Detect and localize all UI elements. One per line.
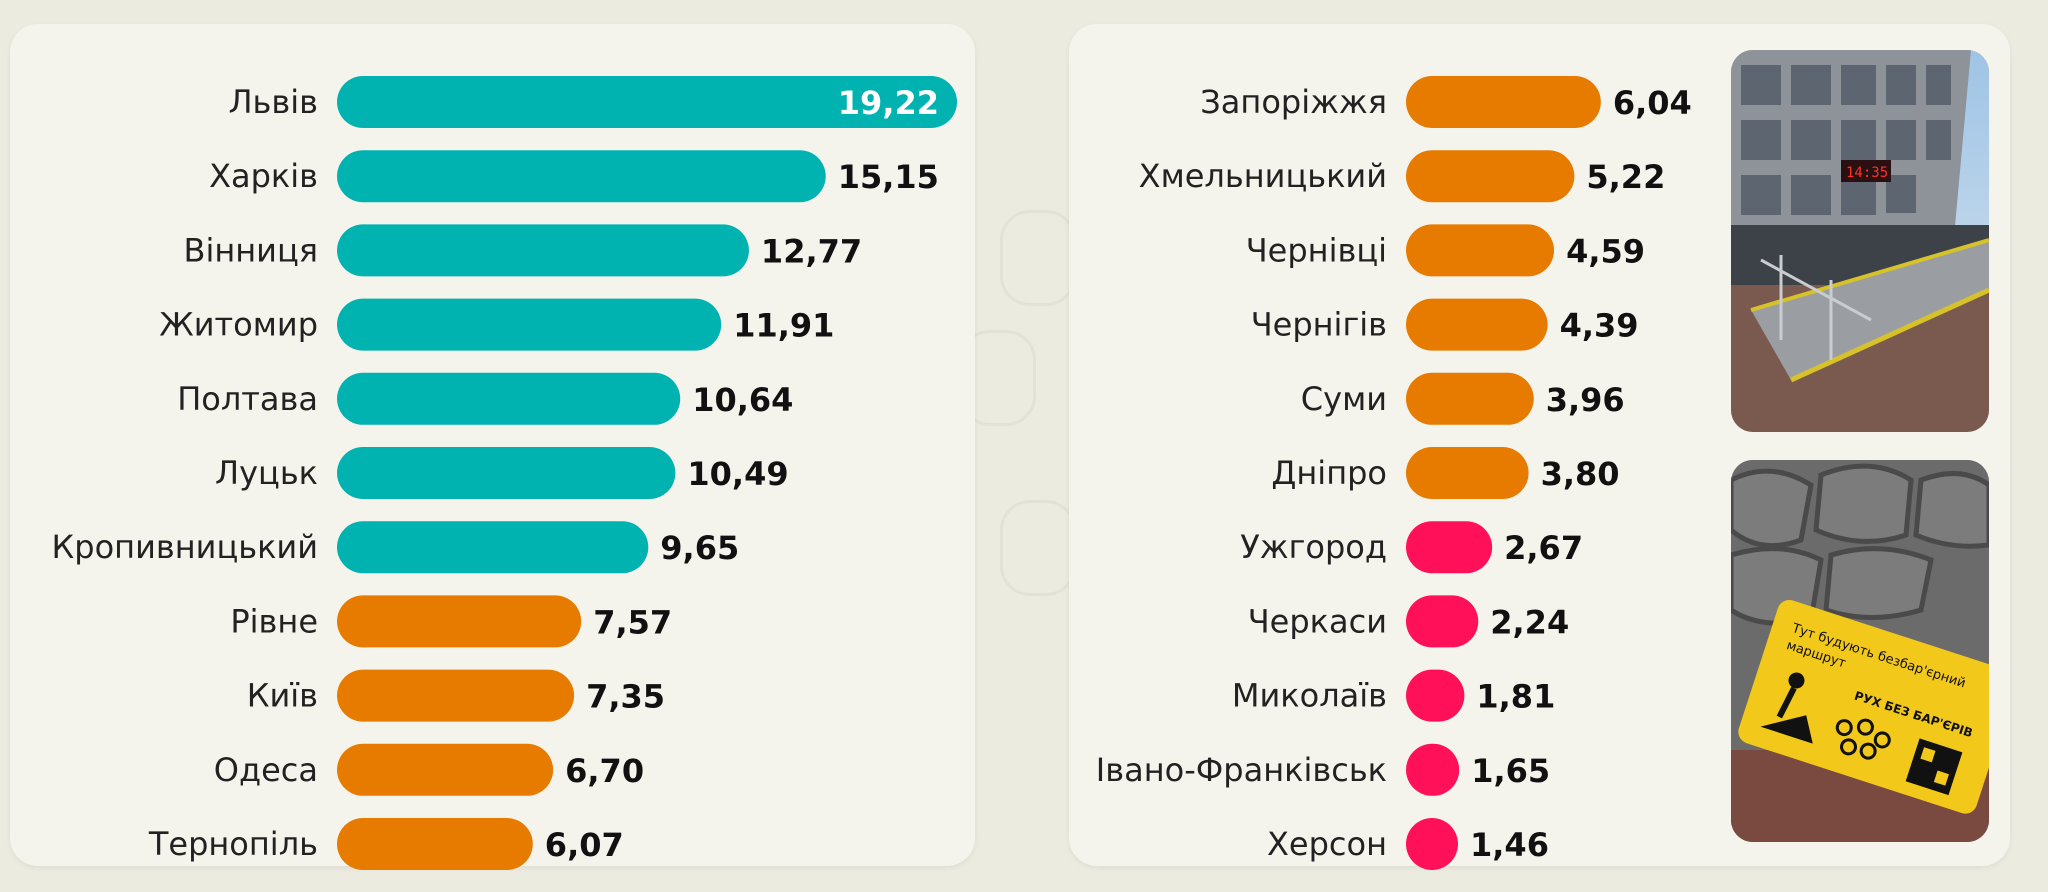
- background-emblem-icon: [1000, 500, 1076, 596]
- data-label: 15,15: [838, 158, 939, 196]
- data-label: 1,65: [1471, 752, 1550, 790]
- left-chart-panel: Львів 19,22 Харків 15,15 Вінниця 12,77 Житомир…: [10, 24, 975, 870]
- bar: [1406, 521, 1493, 574]
- category-label: Черкаси: [1248, 602, 1387, 640]
- data-label: 19,22: [838, 84, 939, 122]
- category-label: Херсон: [1267, 825, 1387, 863]
- bar: [337, 76, 957, 128]
- data-label: 2,67: [1504, 529, 1583, 567]
- data-label: 9,65: [660, 529, 739, 567]
- category-label: Рівне: [230, 602, 318, 640]
- data-label: 6,70: [565, 752, 644, 790]
- bar: [337, 372, 681, 425]
- data-label: 4,59: [1566, 232, 1645, 270]
- category-label: Вінниця: [183, 231, 318, 269]
- data-label: 7,57: [593, 603, 672, 641]
- data-label: 1,46: [1470, 826, 1549, 864]
- category-label: Житомир: [159, 306, 318, 344]
- data-label: 1,81: [1476, 678, 1555, 716]
- data-label: 7,35: [586, 678, 665, 716]
- left-bar-chart: Львів 19,22 Харків 15,15 Вінниця 12,77 Житомир…: [52, 76, 957, 870]
- bar: [1406, 298, 1548, 351]
- bar: [1406, 447, 1529, 499]
- data-label: 10,64: [692, 381, 793, 419]
- barrier-free-sign-photo: Тут будують безбар'єрний маршрут РУХ БЕЗ…: [1731, 460, 1989, 842]
- bar: [1406, 372, 1534, 425]
- data-label: 3,80: [1541, 455, 1620, 493]
- data-label: 11,91: [733, 307, 834, 345]
- bar: [337, 521, 649, 574]
- category-label: Тернопіль: [148, 825, 318, 863]
- bar: [337, 150, 826, 203]
- data-label: 12,77: [761, 232, 862, 270]
- right-chart-panel: Запоріжжя 6,04 Хмельницький 5,22 Чернівці 4,5…: [1069, 24, 2010, 870]
- category-label: Львів: [228, 83, 318, 121]
- data-label: 5,22: [1586, 158, 1665, 196]
- category-label: Хмельницький: [1139, 157, 1387, 195]
- bar: [337, 669, 575, 722]
- data-label: 6,04: [1613, 84, 1692, 122]
- background-emblem-icon: [1000, 210, 1076, 306]
- bar: [1406, 669, 1465, 722]
- bar: [1406, 224, 1555, 277]
- bar: [337, 743, 554, 796]
- data-label: 4,39: [1560, 307, 1639, 345]
- bar: [1406, 150, 1575, 203]
- category-label: Київ: [247, 677, 318, 715]
- data-label: 2,24: [1490, 603, 1569, 641]
- category-label: Кропивницький: [52, 528, 318, 566]
- category-label: Полтава: [177, 380, 318, 418]
- data-label: 6,07: [545, 826, 624, 864]
- bar: [337, 224, 749, 277]
- clock-display: 14:35: [1846, 165, 1888, 181]
- category-label: Ужгород: [1240, 528, 1387, 566]
- category-label: Чернігів: [1251, 306, 1387, 344]
- category-label: Запоріжжя: [1200, 83, 1387, 121]
- bar: [1406, 743, 1460, 796]
- category-label: Суми: [1301, 380, 1387, 418]
- category-label: Миколаїв: [1232, 677, 1387, 715]
- bar: [1406, 595, 1479, 648]
- data-label: 3,96: [1546, 381, 1625, 419]
- bar: [1406, 76, 1601, 128]
- right-bar-chart: Запоріжжя 6,04 Хмельницький 5,22 Чернівці 4,5…: [1096, 76, 1692, 870]
- data-label: 10,49: [687, 455, 788, 493]
- category-label: Чернівці: [1246, 231, 1387, 269]
- category-label: Харків: [209, 157, 318, 195]
- category-label: Одеса: [214, 751, 318, 789]
- bar: [337, 298, 722, 351]
- category-label: Дніпро: [1271, 454, 1387, 492]
- bar: [337, 595, 582, 648]
- bar: [1406, 818, 1458, 870]
- bar: [337, 447, 676, 499]
- category-label: Луцьк: [215, 454, 318, 492]
- bar: [337, 818, 533, 870]
- building-ramp-photo: 14:35: [1731, 50, 1989, 432]
- category-label: Івано-Франківськ: [1096, 751, 1387, 789]
